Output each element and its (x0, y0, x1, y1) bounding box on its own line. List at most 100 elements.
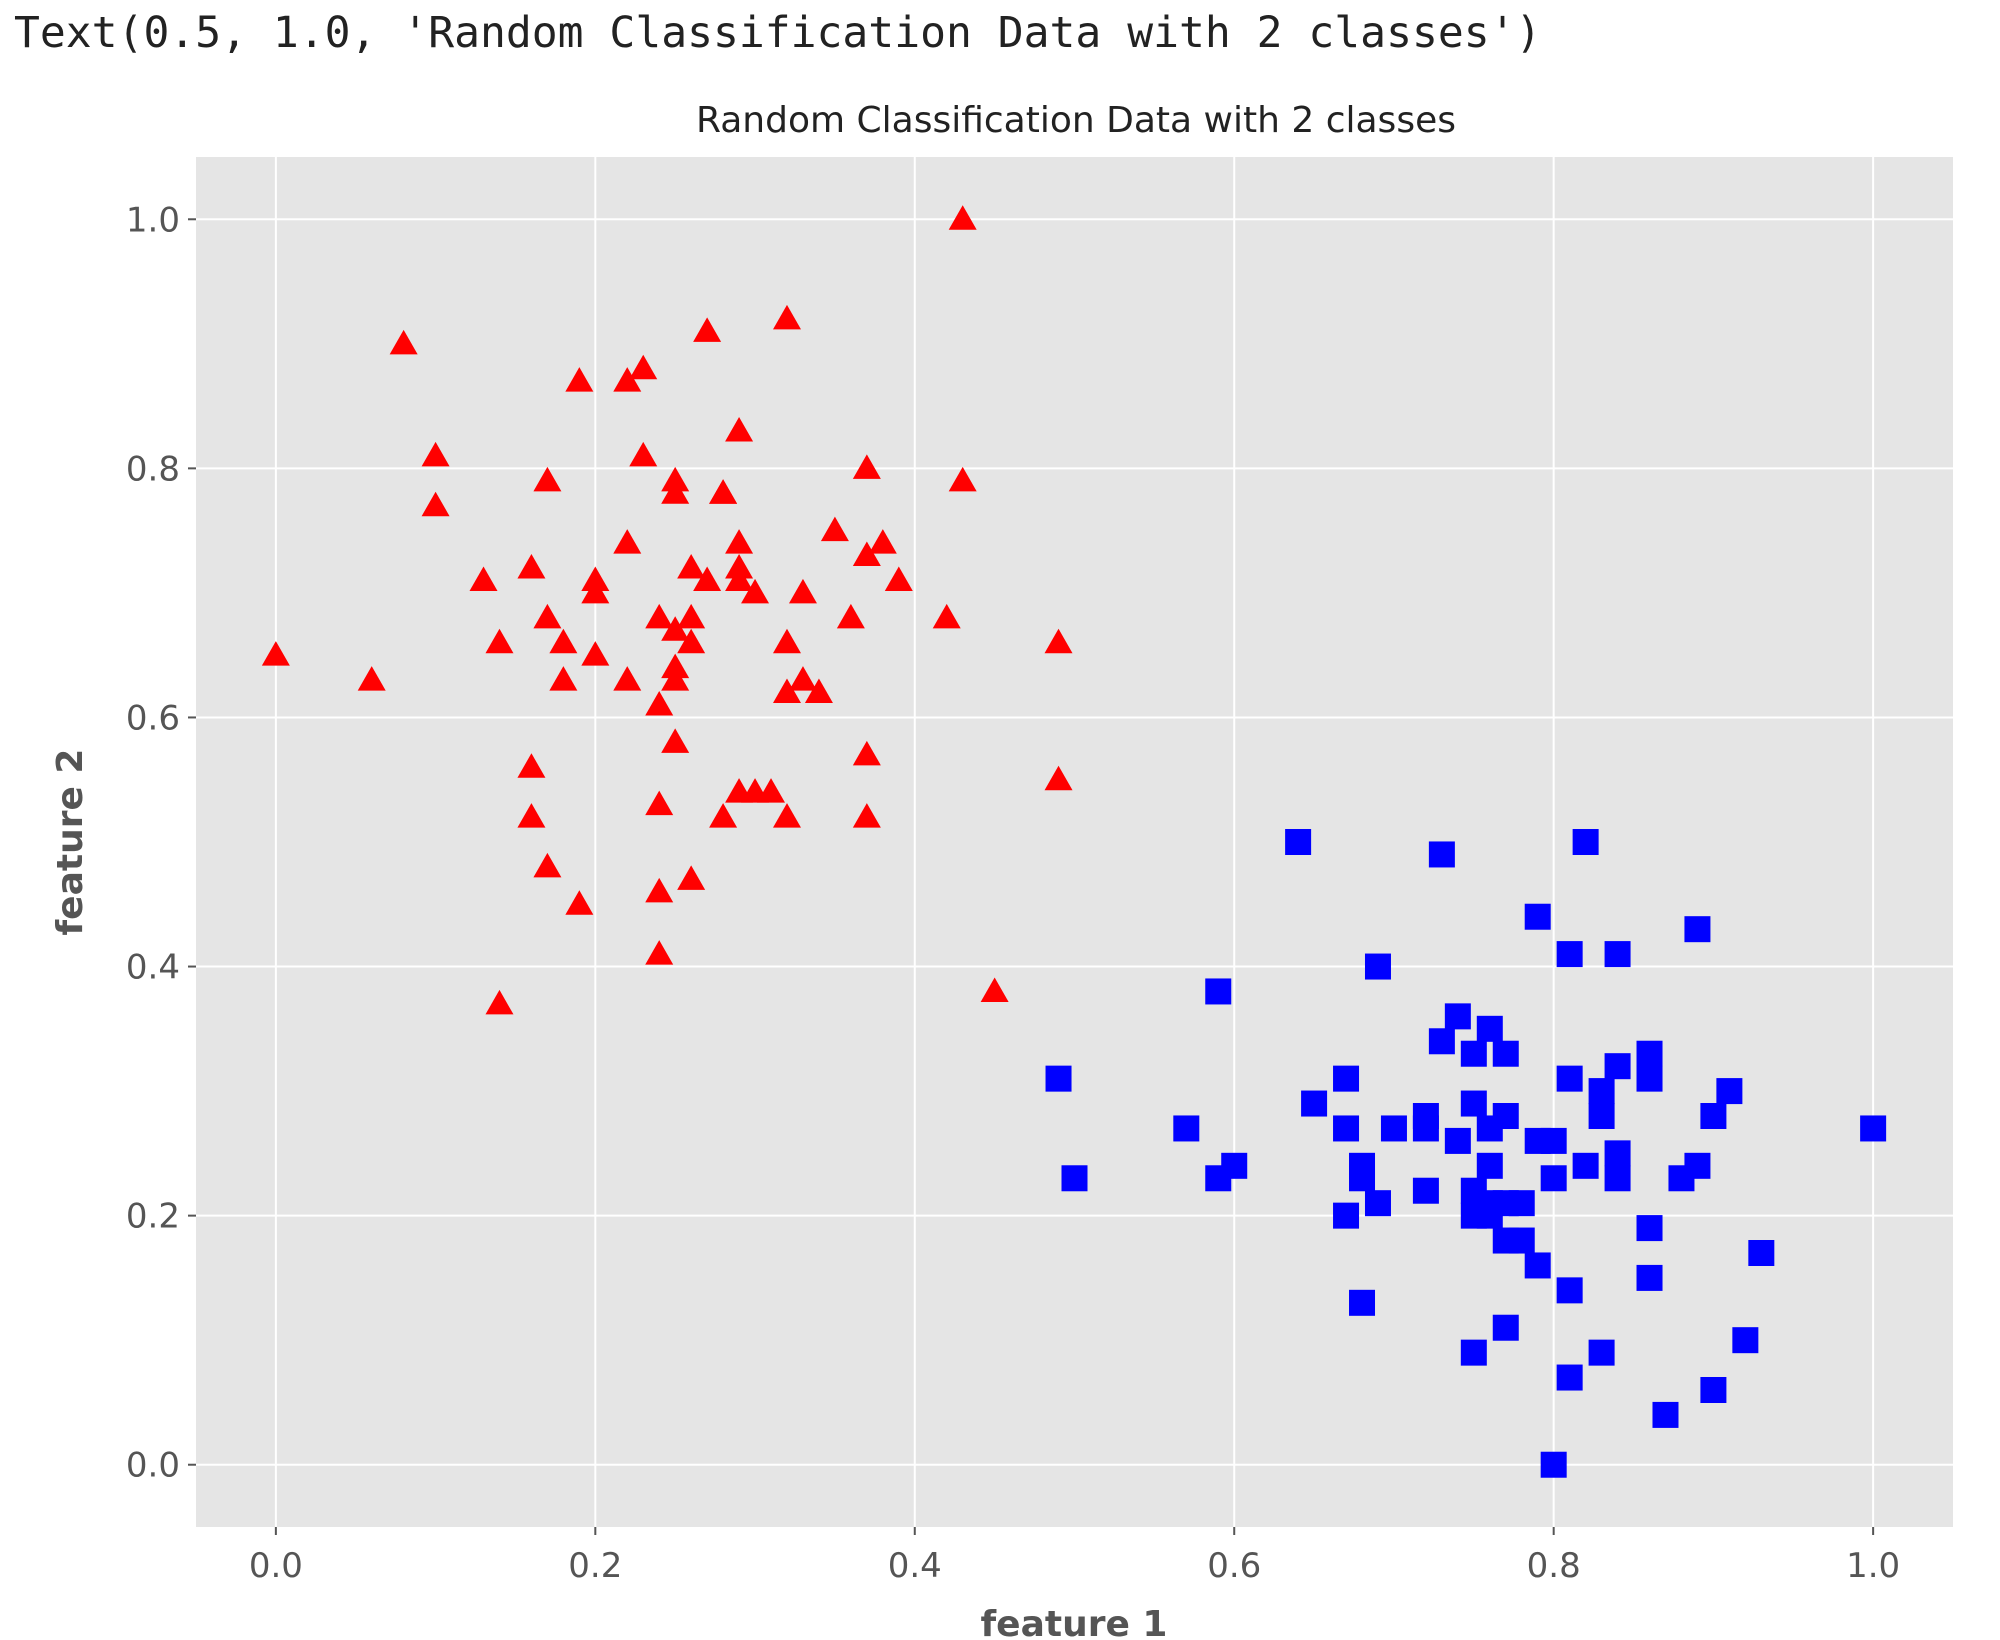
triangle-marker (1044, 765, 1073, 791)
triangle-marker (741, 578, 770, 604)
triangle-marker (645, 603, 674, 629)
triangle-marker (485, 628, 514, 654)
triangle-marker (725, 566, 754, 591)
square-marker (1508, 1190, 1535, 1217)
x-tick-label: 0.4 (888, 1546, 942, 1586)
triangle-marker (932, 603, 961, 629)
triangle-marker (645, 790, 674, 816)
y-tick-label: 1.0 (126, 200, 180, 240)
triangle-marker (645, 877, 674, 903)
square-marker (1700, 1377, 1727, 1403)
square-marker (1476, 1202, 1503, 1229)
triangle-marker (485, 989, 514, 1015)
square-marker (1285, 829, 1312, 855)
triangle-marker (948, 205, 977, 230)
triangle-marker (629, 354, 658, 380)
square-marker (1588, 1339, 1615, 1366)
data-points (261, 205, 1887, 1478)
x-tick-label: 1.0 (1846, 1546, 1900, 1586)
triangle-marker (852, 541, 881, 567)
tick-labels: 0.0 0.2 0.4 0.6 0.8 1.0 0.0 0.2 0.4 0.6 0.8 1.0 (126, 200, 1900, 1586)
triangle-marker (565, 367, 594, 392)
square-marker (1636, 1065, 1663, 1092)
triangle-marker (357, 666, 386, 691)
triangle-marker (645, 691, 674, 716)
triangle-marker (613, 666, 642, 691)
triangle-marker (517, 753, 546, 778)
triangle-marker (421, 441, 450, 467)
y-tick-label: 0.0 (126, 1446, 180, 1486)
triangle-marker (788, 578, 817, 604)
square-marker (1524, 903, 1551, 930)
square-marker (1540, 1127, 1567, 1154)
triangle-marker (772, 803, 801, 828)
triangle-marker (661, 666, 690, 691)
square-marker (1540, 1451, 1567, 1478)
triangle-marker (549, 628, 578, 654)
square-marker (1492, 1103, 1519, 1129)
square-marker (1205, 1165, 1232, 1192)
square-marker (1604, 1165, 1631, 1192)
square-marker (1700, 1103, 1727, 1129)
square-marker (1476, 1152, 1503, 1179)
triangle-marker (661, 616, 690, 641)
square-marker (1061, 1165, 1088, 1192)
square-marker (1524, 1252, 1551, 1279)
x-tick-label: 0.8 (1527, 1546, 1581, 1586)
square-marker (1412, 1177, 1439, 1204)
cell-output-text: Text(0.5, 1.0, 'Random Classification Da… (14, 8, 1542, 58)
triangle-marker (820, 516, 849, 542)
chart-title: Random Classification Data with 2 classe… (696, 100, 1456, 141)
square-marker (1556, 941, 1583, 968)
triangle-marker (693, 317, 722, 342)
square-marker (1301, 1090, 1328, 1117)
square-marker (1556, 1364, 1583, 1391)
triangle-marker (677, 603, 706, 629)
square-marker (1572, 829, 1599, 855)
square-marker (1380, 1115, 1407, 1142)
y-tick-label: 0.4 (126, 948, 180, 988)
square-marker (1860, 1115, 1887, 1142)
triangle-marker (725, 417, 754, 442)
square-marker (1444, 1003, 1471, 1030)
triangle-marker (581, 566, 610, 591)
square-marker (1684, 916, 1711, 943)
y-tick-label: 0.2 (126, 1197, 180, 1237)
triangle-marker (677, 865, 706, 890)
triangle-marker (645, 940, 674, 965)
square-marker (1476, 1015, 1503, 1042)
triangle-marker (772, 628, 801, 654)
triangle-marker (581, 641, 610, 666)
triangle-marker (661, 479, 690, 504)
triangle-marker (533, 852, 562, 878)
plot-area (196, 157, 1953, 1527)
triangle-marker (661, 466, 690, 492)
y-axis-label: feature 2 (50, 749, 91, 936)
triangle-marker (852, 454, 881, 479)
triangle-marker (725, 529, 754, 554)
square-marker (1636, 1215, 1663, 1242)
square-marker (1604, 941, 1631, 968)
square-marker (1588, 1103, 1615, 1129)
square-marker (1460, 1339, 1487, 1366)
square-marker (1460, 1040, 1487, 1067)
x-tick-label: 0.2 (568, 1546, 622, 1586)
triangle-marker (389, 329, 418, 355)
square-marker (1412, 1115, 1439, 1142)
triangle-marker (852, 740, 881, 766)
triangle-marker (709, 479, 738, 504)
triangle-marker (884, 566, 913, 591)
triangle-marker (980, 977, 1009, 1002)
square-marker (1604, 1053, 1631, 1080)
square-marker (1684, 1152, 1711, 1179)
square-marker (1556, 1065, 1583, 1092)
triangle-marker (629, 441, 658, 467)
square-marker (1205, 978, 1232, 1005)
triangle-marker (772, 678, 801, 704)
triangle-marker (517, 554, 546, 579)
square-marker (1636, 1264, 1663, 1291)
x-tick-label: 0.0 (249, 1546, 303, 1586)
triangle-marker (788, 666, 817, 691)
square-marker (1045, 1065, 1072, 1092)
